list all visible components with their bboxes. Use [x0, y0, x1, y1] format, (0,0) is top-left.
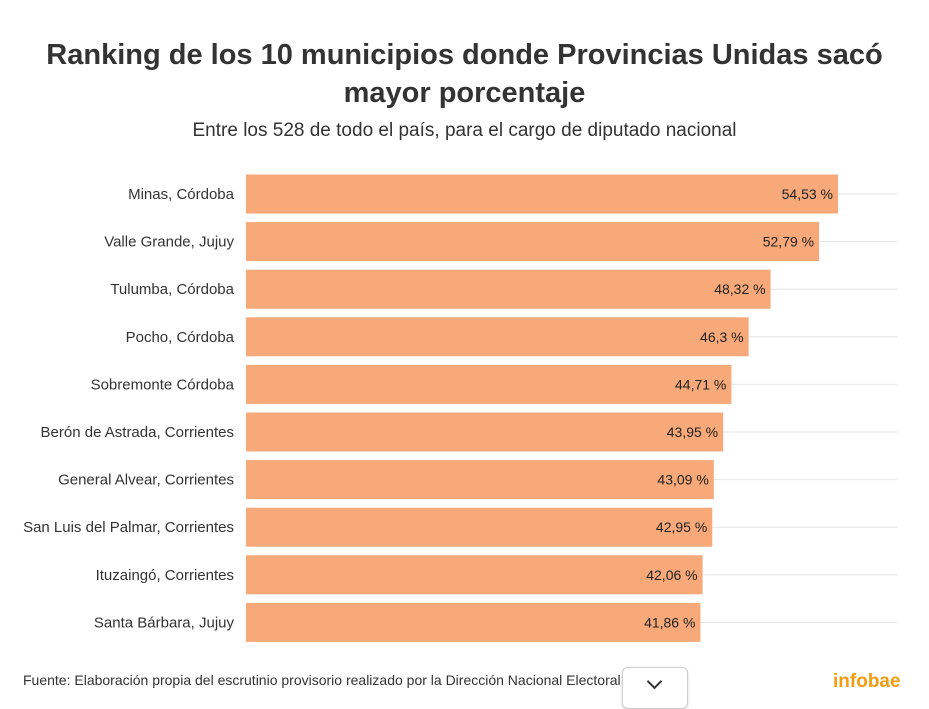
- bar[interactable]: [246, 555, 703, 595]
- value-label: 54,53 %: [782, 186, 833, 202]
- chart-subtitle: Entre los 528 de todo el país, para el c…: [192, 120, 737, 141]
- chevron-down-icon: [646, 673, 663, 690]
- value-label: 46,3 %: [700, 329, 744, 345]
- bar[interactable]: [246, 412, 724, 452]
- value-label: 41,86 %: [644, 614, 695, 630]
- category-label: Tulumba, Córdoba: [110, 281, 234, 298]
- bar[interactable]: [246, 174, 838, 214]
- source-note: Fuente: Elaboración propia del escrutini…: [23, 672, 621, 688]
- category-label: Valle Grande, Jujuy: [104, 234, 234, 251]
- value-label: 48,32 %: [714, 281, 765, 297]
- value-label: 44,71 %: [675, 376, 726, 392]
- category-label: Pocho, Córdoba: [126, 329, 235, 346]
- value-label: 42,06 %: [646, 567, 697, 583]
- value-label: 43,95 %: [667, 424, 718, 440]
- value-label: 42,95 %: [656, 519, 707, 535]
- bar[interactable]: [246, 460, 714, 500]
- category-label: Minas, Córdoba: [128, 186, 235, 203]
- bar[interactable]: [246, 507, 713, 547]
- bar[interactable]: [246, 317, 749, 357]
- value-label: 43,09 %: [657, 472, 708, 488]
- brand-logo: infobae: [833, 671, 901, 692]
- bar[interactable]: [246, 602, 701, 642]
- category-label: Ituzaingó, Corrientes: [96, 567, 234, 584]
- expand-button[interactable]: [622, 667, 688, 709]
- category-label: Santa Bárbara, Jujuy: [94, 614, 235, 631]
- bar-chart: Minas, Córdoba 54,53 % Valle Grande, Jujuy…: [23, 174, 897, 642]
- chart-title: Ranking de los 10 municipios donde Provi…: [46, 39, 883, 109]
- category-label: Sobremonte Córdoba: [91, 376, 235, 393]
- category-label: Berón de Astrada, Corrientes: [41, 424, 234, 441]
- bar[interactable]: [246, 222, 820, 262]
- category-label: General Alvear, Corrientes: [58, 472, 234, 489]
- bar[interactable]: [246, 269, 771, 309]
- category-label: San Luis del Palmar, Corrientes: [23, 519, 234, 536]
- value-label: 52,79 %: [763, 234, 814, 250]
- bar[interactable]: [246, 364, 732, 404]
